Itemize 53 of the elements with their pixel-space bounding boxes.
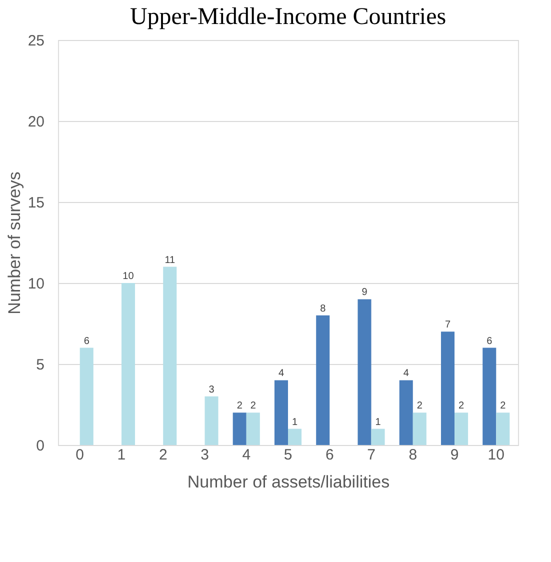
bar: [163, 266, 177, 445]
bar: [412, 412, 426, 445]
data-label: 1: [375, 416, 382, 428]
bar: [371, 428, 385, 445]
x-tick-label: 3: [200, 446, 209, 464]
x-tick-label: 6: [325, 446, 334, 464]
data-label: 2: [416, 400, 423, 412]
y-axis-title: Number of surveys: [4, 172, 24, 314]
data-label: 2: [458, 400, 464, 412]
x-axis-title: Number of assets/liabilities: [187, 472, 390, 492]
y-tick-label: 10: [28, 276, 44, 292]
data-label: 8: [320, 303, 326, 314]
bar: [204, 396, 218, 445]
bar: [80, 348, 94, 445]
x-tick-label: 7: [367, 446, 376, 464]
chart-title: Upper-Middle-Income Countries: [130, 4, 446, 30]
data-label: 7: [444, 320, 451, 331]
x-tick-label: 8: [408, 446, 418, 464]
bar: [246, 412, 260, 445]
bar: [440, 332, 455, 445]
data-label: 4: [278, 368, 284, 380]
data-label: 2: [236, 400, 243, 412]
data-label: 1: [292, 416, 298, 428]
data-label: 10: [122, 271, 134, 282]
bar: [358, 299, 372, 445]
bar: [274, 380, 288, 445]
bar: [399, 380, 413, 445]
bar: [482, 348, 496, 445]
bar: [121, 283, 136, 445]
data-label: 2: [250, 400, 256, 412]
data-label: 11: [164, 254, 176, 266]
bar: [496, 412, 510, 445]
x-tick-label: 1: [117, 446, 126, 464]
data-label: 3: [208, 384, 215, 396]
data-label: 6: [84, 336, 90, 347]
x-tick-label: 9: [450, 446, 459, 464]
x-tick-label: 10: [488, 446, 504, 464]
bar: [454, 412, 468, 445]
y-tick-label: 15: [28, 194, 44, 212]
y-tick-label: 25: [28, 32, 44, 50]
x-tick-label: 2: [158, 446, 168, 464]
data-label: 9: [362, 287, 368, 298]
bar: [288, 428, 302, 445]
y-tick-label: 20: [28, 114, 44, 130]
data-label: 4: [403, 368, 410, 380]
data-label: 2: [500, 400, 506, 412]
bar: [232, 412, 246, 445]
data-label: 6: [486, 336, 493, 347]
bar: [316, 315, 330, 445]
x-tick-label: 5: [284, 446, 292, 464]
y-tick-label: 5: [36, 356, 44, 374]
x-tick-label: 4: [242, 446, 251, 464]
x-tick-label: 0: [76, 446, 84, 464]
